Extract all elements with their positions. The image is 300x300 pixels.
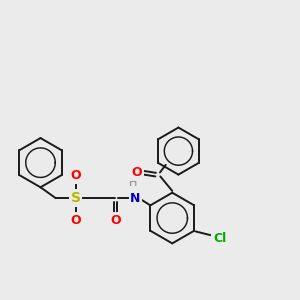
Text: O: O	[131, 166, 142, 179]
Text: Cl: Cl	[213, 232, 226, 245]
Text: N: N	[130, 192, 140, 205]
Text: O: O	[70, 169, 81, 182]
Text: H: H	[129, 178, 138, 188]
Text: S: S	[70, 191, 81, 205]
Text: O: O	[70, 214, 81, 227]
Text: O: O	[110, 214, 121, 227]
